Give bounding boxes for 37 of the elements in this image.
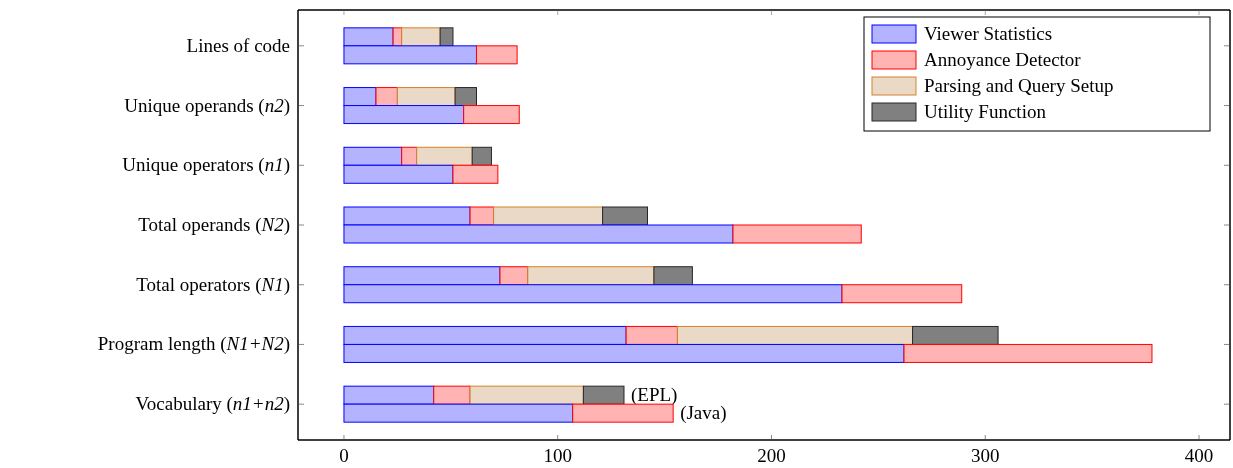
y-tick-label: Unique operators (n1)	[122, 154, 290, 177]
x-tick-label: 300	[970, 445, 1000, 466]
x-tick-label: 100	[543, 445, 572, 466]
bar	[433, 385, 471, 405]
bar	[493, 206, 604, 226]
bar	[572, 403, 674, 423]
bar	[602, 206, 648, 226]
bar	[527, 266, 655, 286]
bar	[903, 343, 1153, 363]
bar	[463, 105, 520, 125]
bar	[475, 45, 518, 65]
bar	[841, 284, 963, 304]
x-tick-label: 400	[1184, 445, 1214, 466]
bar	[392, 27, 403, 47]
bar	[625, 325, 678, 345]
legend-label: Utility Function	[924, 101, 1047, 122]
y-tick-label: Total operands (N2)	[138, 214, 290, 236]
bar	[439, 27, 454, 47]
x-tick-label: 0	[339, 445, 349, 466]
bar	[401, 27, 441, 47]
bar	[732, 224, 862, 244]
legend-label: Annoyance Detector	[924, 49, 1082, 70]
y-tick-label: Vocabulary (n1+n2)	[135, 393, 290, 416]
annotation: (Java)	[680, 402, 727, 425]
x-tick-label: 200	[757, 445, 786, 466]
bar	[452, 164, 499, 184]
bar	[653, 266, 693, 286]
bar	[375, 87, 398, 107]
annotation: (EPL)	[630, 384, 678, 407]
y-tick-label: Total operators (N1)	[136, 273, 290, 296]
legend-label: Viewer Statistics	[924, 23, 1053, 44]
y-tick-label: Lines of code	[186, 34, 290, 56]
legend-label: Parsing and Query Setup	[924, 75, 1114, 96]
y-tick-label: Program length (N1+N2)	[97, 333, 290, 356]
bar	[469, 206, 495, 226]
y-tick-label: Unique operands (n2)	[124, 94, 290, 117]
bar	[499, 266, 529, 286]
